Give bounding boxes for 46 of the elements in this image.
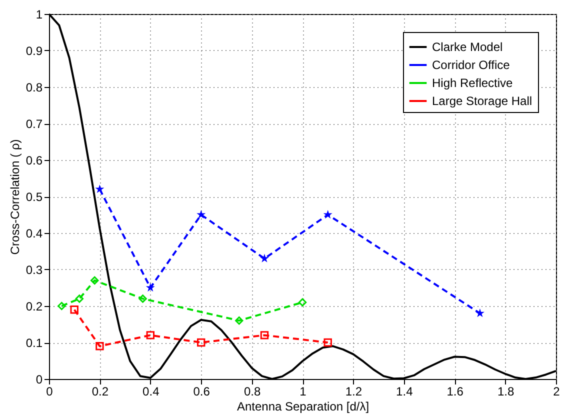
x-axis-title: Antenna Separation [d/λ]	[236, 400, 370, 414]
point	[96, 342, 104, 350]
point	[58, 302, 66, 310]
y-tick-label: 0	[36, 372, 43, 386]
x-tick-label: 1.8	[497, 384, 514, 398]
y-tick-label: 0.8	[26, 80, 43, 94]
point	[324, 338, 332, 347]
point	[260, 331, 269, 340]
point	[196, 210, 206, 219]
point	[95, 184, 104, 194]
x-tick-label: 1.4	[396, 384, 414, 398]
x-tick-label: 0.4	[142, 384, 160, 398]
point	[475, 308, 484, 318]
legend-label: High Reflective	[432, 76, 514, 90]
y-tick-label: 0.7	[26, 117, 43, 131]
y-tick-label: 0.9	[26, 44, 43, 58]
point	[90, 276, 99, 285]
x-tick-label: 1.6	[446, 384, 464, 398]
y-tick-label: 1	[36, 8, 43, 22]
point	[196, 338, 206, 347]
y-axis-title: Cross-Correlation ( ρ)	[8, 139, 22, 255]
legend-label: Large Storage Hall	[432, 94, 532, 108]
legend-label: Clarke Model	[432, 40, 503, 54]
y-tick-label: 0.2	[26, 300, 43, 314]
y-tick-label: 0.4	[26, 226, 43, 240]
y-tick-label: 0.6	[26, 154, 43, 168]
y-tick-label: 0.5	[26, 190, 43, 204]
x-tick-label: 0.6	[193, 384, 210, 398]
legend-label: Corridor Office	[432, 58, 510, 72]
x-tick-label: 0.2	[92, 384, 109, 398]
x-tick-label: 1.2	[345, 384, 362, 398]
point	[146, 331, 155, 340]
point	[298, 298, 307, 306]
y-tick-label: 0.1	[26, 336, 43, 350]
point	[235, 316, 244, 325]
x-tick-label: 0.8	[244, 384, 261, 398]
point	[146, 283, 155, 292]
point	[138, 294, 147, 303]
x-tick-label: 2	[553, 384, 560, 398]
point	[323, 210, 332, 219]
x-tick-label: 0	[46, 384, 54, 398]
x-tick-label: 1	[300, 384, 307, 398]
point	[70, 306, 78, 314]
point	[260, 254, 269, 262]
y-tick-label: 0.3	[26, 263, 43, 277]
point	[75, 294, 84, 303]
